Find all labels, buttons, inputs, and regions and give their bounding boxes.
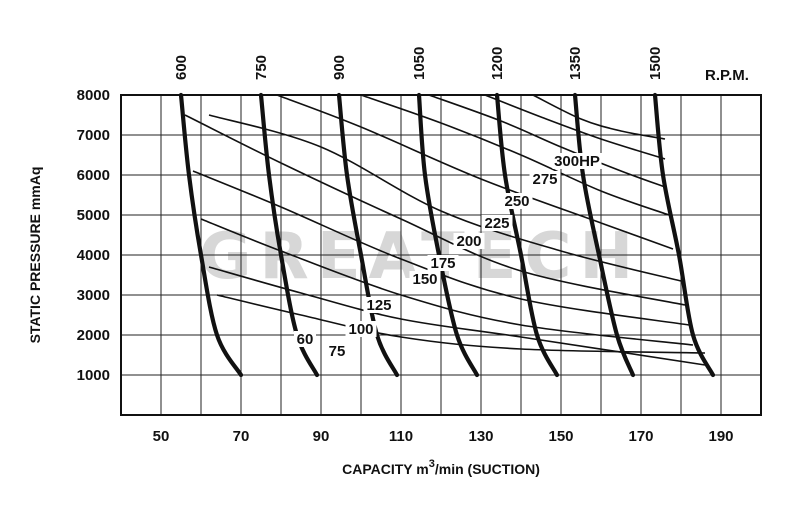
hp-curve-200	[276, 94, 674, 250]
hp-curve-300hp	[532, 94, 666, 140]
hp-label: 60	[297, 331, 314, 348]
hp-label-background	[409, 271, 441, 287]
hp-label-background	[427, 255, 459, 271]
rpm-label: 900	[331, 55, 348, 80]
hp-curve-275	[484, 94, 666, 160]
hp-label-background	[453, 233, 485, 249]
hp-label: 300HP	[554, 153, 600, 170]
y-tick-label: 1000	[77, 367, 110, 384]
hp-curve-175	[208, 114, 682, 282]
hp-label: 100	[348, 321, 373, 338]
x-axis-title: CAPACITY m3/min (SUCTION)	[342, 458, 540, 477]
rpm-label: 1350	[567, 47, 584, 80]
y-axis-title: STATIC PRESSURE mmAq	[27, 167, 43, 344]
rpm-label: 600	[173, 55, 190, 80]
x-tick-label: 70	[233, 428, 250, 445]
hp-label: 275	[532, 171, 557, 188]
hp-curve-60	[216, 294, 706, 354]
hp-curve-225	[360, 94, 670, 216]
hp-label: 150	[412, 271, 437, 288]
x-tick-label: 90	[313, 428, 330, 445]
rpm-curve-1200	[494, 92, 560, 378]
hp-label: 125	[366, 297, 391, 314]
rpm-label: 1500	[647, 47, 664, 80]
hp-label: 250	[504, 193, 529, 210]
hp-label: 200	[456, 233, 481, 250]
hp-label-background	[326, 343, 348, 359]
rpm-curve-1500	[652, 92, 716, 378]
y-tick-label: 4000	[77, 247, 110, 264]
x-tick-label: 150	[548, 428, 573, 445]
rpm-curve-900	[336, 92, 400, 378]
x-tick-label: 50	[153, 428, 170, 445]
hp-label-background	[552, 153, 602, 169]
hp-label-background	[294, 331, 316, 347]
hp-curve-75	[208, 266, 706, 366]
y-tick-label: 8000	[77, 87, 110, 104]
hp-label: 225	[484, 215, 509, 232]
rpm-label: 750	[253, 55, 270, 80]
hp-curve-100	[200, 218, 694, 346]
plot-frame	[120, 94, 762, 416]
hp-label-background	[529, 171, 561, 187]
hp-label: 175	[430, 255, 455, 272]
hp-label-background	[481, 215, 513, 231]
hp-curve-150	[184, 114, 686, 306]
hp-curve-125	[192, 170, 690, 326]
y-tick-label: 6000	[77, 167, 110, 184]
hp-label-background	[363, 297, 395, 313]
rpm-curve-1350	[572, 92, 636, 378]
x-tick-label: 130	[468, 428, 493, 445]
y-tick-label: 3000	[77, 287, 110, 304]
x-tick-label: 110	[389, 428, 413, 445]
hp-label: 75	[329, 343, 346, 360]
rpm-unit-label: R.P.M.	[705, 67, 749, 84]
x-tick-label: 170	[628, 428, 653, 445]
y-tick-label: 7000	[77, 127, 110, 144]
rpm-label: 1200	[489, 47, 506, 80]
hp-label-background	[501, 193, 533, 209]
rpm-curve-600	[178, 92, 244, 378]
rpm-label: 1050	[411, 47, 428, 80]
hp-label-background	[345, 321, 377, 337]
x-tick-label: 190	[708, 428, 733, 445]
rpm-curve-1050	[416, 92, 480, 378]
y-tick-label: 2000	[77, 327, 110, 344]
labels: 50 70 90 110 130 150 170 190 1000 2000 3000 4000 500…	[77, 47, 734, 445]
y-tick-label: 5000	[77, 207, 110, 224]
hp-curve-250	[428, 94, 666, 188]
